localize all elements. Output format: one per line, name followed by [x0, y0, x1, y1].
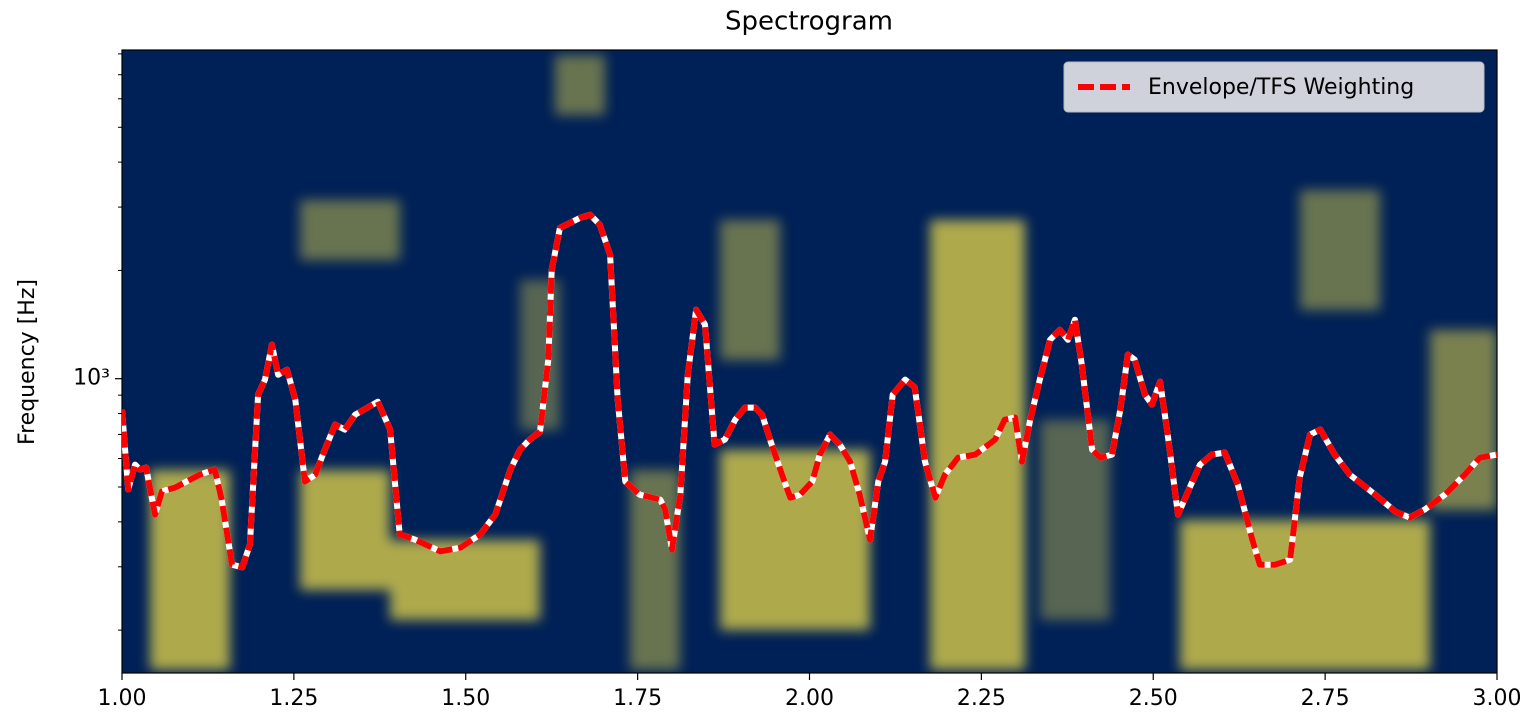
- x-tick-label: 1.75: [613, 686, 662, 711]
- legend-label: Envelope/TFS Weighting: [1148, 75, 1414, 100]
- y-axis-label: Frequency [Hz]: [15, 279, 40, 445]
- x-tick-label: 1.00: [98, 686, 147, 711]
- y-tick-label: 10³: [73, 366, 110, 391]
- lines: [122, 211, 1497, 571]
- x-tick-label: 2.00: [785, 686, 834, 711]
- chart-title: Spectrogram: [725, 7, 893, 37]
- x-tick-label: 1.50: [441, 686, 490, 711]
- x-tick-label: 3.00: [1473, 686, 1522, 711]
- x-tick-label: 1.25: [269, 686, 318, 711]
- x-tick-label: 2.50: [1129, 686, 1178, 711]
- series-line-outline: [122, 211, 1497, 571]
- legend: Envelope/TFS Weighting: [1063, 61, 1485, 113]
- legend-box: [1063, 61, 1485, 113]
- spectrogram: [122, 50, 1497, 673]
- x-tick-label: 2.25: [957, 686, 1006, 711]
- x-tick-label: 2.75: [1301, 686, 1350, 711]
